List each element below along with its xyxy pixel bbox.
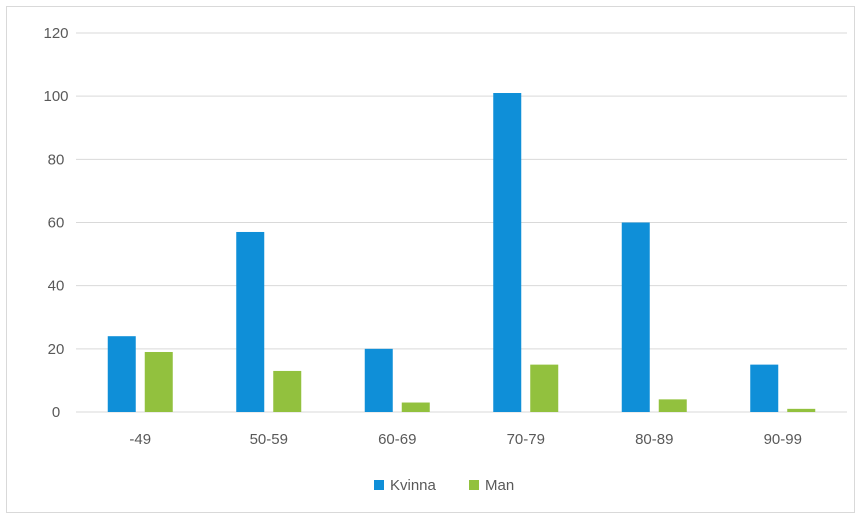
y-tick-label: 60 (48, 215, 65, 232)
bar-kvinna--49 (107, 336, 136, 412)
legend-swatch-man (469, 480, 479, 490)
bar-kvinna-90-99 (750, 364, 779, 412)
gridlines (76, 32, 847, 413)
x-tick-label: 80-89 (635, 431, 673, 448)
bar-kvinna-50-59 (236, 231, 265, 412)
bar-man-90-99 (787, 408, 816, 412)
bar-man-50-59 (273, 370, 302, 412)
bar-man-70-79 (530, 364, 559, 412)
y-tick-label: 100 (43, 88, 68, 105)
bar-man-80-89 (658, 399, 687, 412)
x-axis-ticks: -49 50-59 60-69 70-79 80-89 90-99 (129, 431, 802, 448)
legend-swatch-kvinna (374, 480, 384, 490)
y-axis-ticks: 0 20 40 60 80 100 120 (43, 25, 68, 421)
legend-label-man: Man (485, 477, 514, 494)
x-tick-label: -49 (129, 431, 151, 448)
bar-kvinna-80-89 (621, 222, 650, 412)
x-tick-label: 60-69 (378, 431, 416, 448)
legend: Kvinna Man (374, 477, 514, 494)
y-tick-label: 0 (52, 404, 60, 421)
bar-man-60-69 (401, 402, 430, 412)
y-tick-label: 80 (48, 151, 65, 168)
bars (107, 93, 816, 412)
y-tick-label: 20 (48, 341, 65, 358)
bar-man--49 (144, 351, 173, 412)
bar-kvinna-60-69 (364, 348, 393, 412)
x-tick-label: 70-79 (507, 431, 545, 448)
x-tick-label: 50-59 (250, 431, 288, 448)
x-tick-label: 90-99 (764, 431, 802, 448)
y-tick-label: 120 (43, 25, 68, 42)
bar-kvinna-70-79 (493, 93, 522, 412)
legend-label-kvinna: Kvinna (390, 477, 437, 494)
chart-frame (6, 6, 855, 513)
y-tick-label: 40 (48, 278, 65, 295)
